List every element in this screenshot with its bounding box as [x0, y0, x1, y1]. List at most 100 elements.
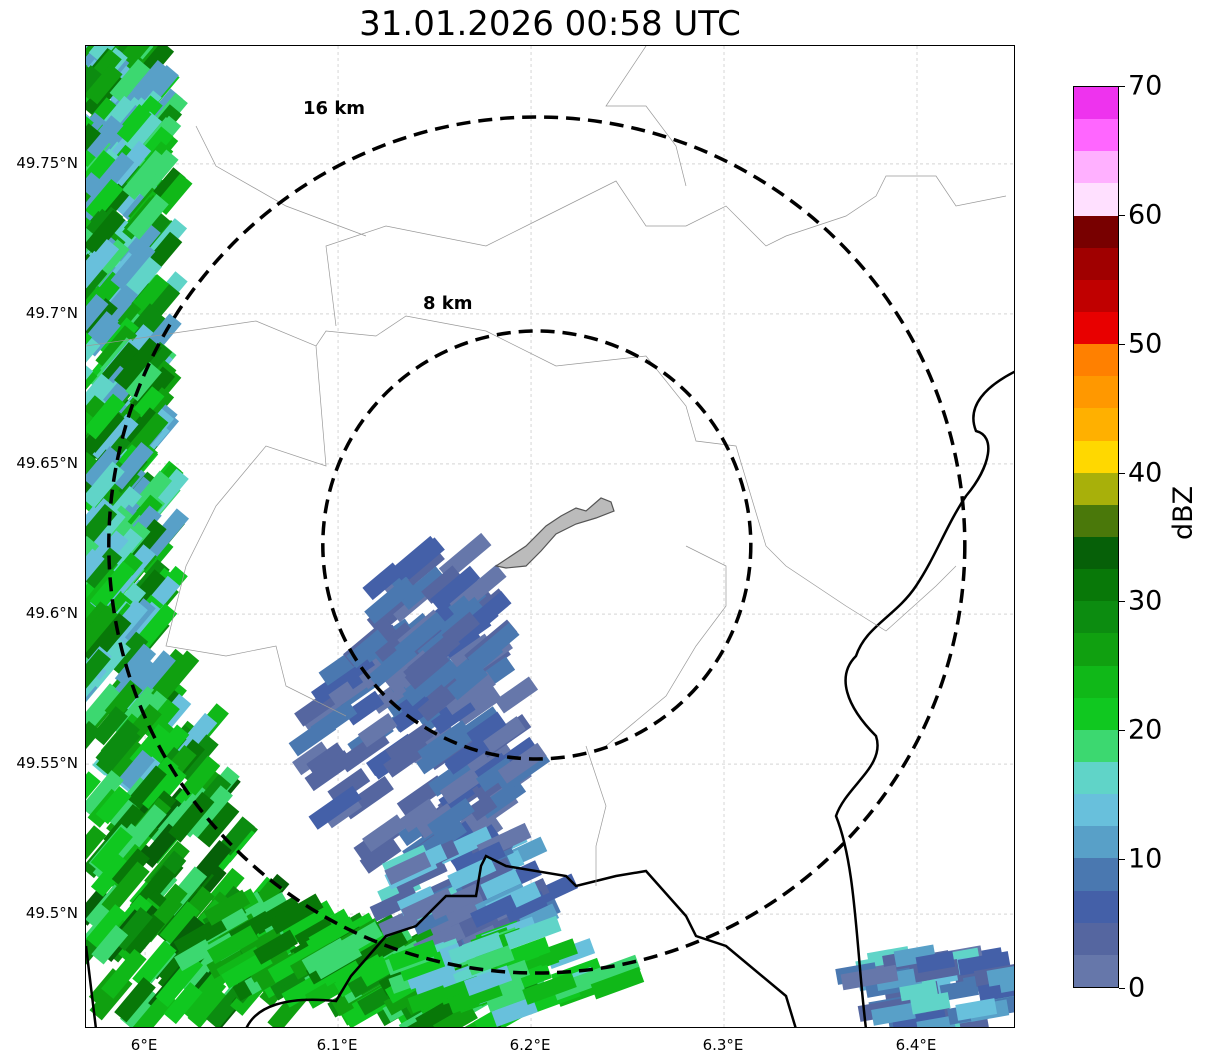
radar-echo [86, 65, 103, 115]
radar-echo [406, 1000, 461, 1027]
radar-echo [86, 407, 125, 453]
radar-echo [86, 904, 128, 949]
radar-echo [458, 857, 514, 895]
radar-echo [301, 937, 349, 975]
radar-echo [122, 150, 168, 201]
radar-echo [955, 998, 998, 1021]
radar-echo [308, 785, 362, 830]
range-ring-16km [107, 115, 967, 975]
radar-echo [362, 562, 403, 601]
radar-echo [120, 46, 166, 67]
colorbar-segment [1074, 890, 1118, 923]
colorbar-segment [1074, 183, 1118, 216]
colorbar-segment [1074, 922, 1118, 955]
radar-echo [385, 723, 434, 764]
colorbar-segment [1074, 279, 1118, 313]
lon-tick-label: 6.4°E [895, 1036, 937, 1054]
radar-echo [109, 441, 154, 490]
radar-echo [394, 611, 448, 660]
radar-echo [187, 985, 227, 1027]
colorbar-segment [1074, 794, 1118, 827]
radar-echo [125, 412, 169, 459]
radar-echo [129, 273, 170, 318]
radar-echo [428, 883, 483, 921]
radar-echo [124, 256, 162, 298]
radar-echo [126, 194, 169, 240]
radar-echo [197, 801, 240, 848]
radar-echo [108, 631, 149, 676]
radar-echo [461, 932, 504, 961]
lon-tick-label: 6.1°E [316, 1036, 358, 1054]
radar-echo [86, 683, 123, 734]
lon-tick-label: 6.3°E [702, 1036, 744, 1054]
radar-echo [939, 979, 980, 1002]
lat-tick-label: 49.75°N [16, 153, 78, 172]
radar-echo [840, 964, 899, 991]
colorbar-segment [1074, 247, 1118, 280]
radar-echo [503, 891, 548, 923]
radar-echo [86, 451, 99, 505]
radar-echo [401, 887, 455, 924]
radar-echo [447, 856, 497, 891]
colorbar-tick-label: 40 [1128, 457, 1163, 489]
radar-echo [957, 951, 1011, 976]
map-canvas [86, 46, 1014, 1027]
radar-echo [421, 565, 463, 604]
radar-echo [163, 982, 203, 1025]
radar-echo [910, 992, 951, 1015]
radar-echo [398, 537, 445, 580]
colorbar-segment [1074, 504, 1118, 538]
lat-tick-label: 49.6°N [25, 604, 78, 622]
radar-echo [372, 622, 416, 662]
radar-echo [369, 886, 420, 922]
radar-echo [86, 547, 123, 590]
radar-echo [203, 889, 251, 926]
radar-echo [86, 393, 126, 440]
radar-echo [111, 848, 150, 890]
lat-tick-label: 49.7°N [25, 303, 78, 322]
radar-echo [86, 311, 119, 363]
radar-echo [135, 603, 178, 650]
radar-echo [86, 648, 111, 694]
colorbar-segment [1074, 344, 1118, 377]
radar-echo [327, 767, 371, 805]
radar-echo [482, 716, 526, 754]
colorbar-segment [1074, 376, 1118, 409]
radar-echo [114, 977, 156, 1023]
ring-label-8km: 8 km [423, 293, 473, 314]
colorbar-segment [1074, 440, 1118, 473]
radar-echo [504, 915, 562, 950]
radar-echo [86, 605, 120, 658]
radar-echo [86, 411, 98, 451]
radar-echo [151, 724, 190, 766]
chart-title: 31.01.2026 00:58 UTC [359, 4, 741, 44]
radar-echo [174, 939, 214, 972]
radar-echo [86, 63, 123, 105]
radar-echo [461, 564, 507, 606]
colorbar-segment [1074, 633, 1118, 666]
radar-echo [497, 742, 547, 784]
radar-echo [109, 58, 151, 104]
colorbar-label: dBZ [1168, 485, 1199, 540]
commune-boundary [86, 46, 1007, 886]
colorbar-tick [1119, 730, 1125, 732]
radar-echo [407, 985, 449, 1014]
colorbar-segment [1074, 954, 1118, 987]
colorbar-segment [1074, 826, 1118, 859]
radar-map [85, 45, 1015, 1028]
colorbar-tick-label: 70 [1128, 70, 1163, 102]
radar-echo [151, 650, 200, 704]
radar-echo [95, 325, 138, 371]
radar-echo [126, 518, 167, 563]
radar-echo [191, 967, 230, 1008]
colorbar-segment [1074, 601, 1118, 634]
colorbar-segment [1074, 858, 1118, 891]
colorbar-segment [1074, 729, 1118, 763]
lat-tick-label: 49.5°N [25, 904, 78, 923]
radar-echo [430, 565, 481, 612]
radar-echo [110, 241, 156, 291]
radar-echo [183, 755, 221, 796]
radar-echo [86, 535, 99, 578]
radar-echo [871, 1002, 916, 1026]
radar-echo [484, 983, 529, 1013]
